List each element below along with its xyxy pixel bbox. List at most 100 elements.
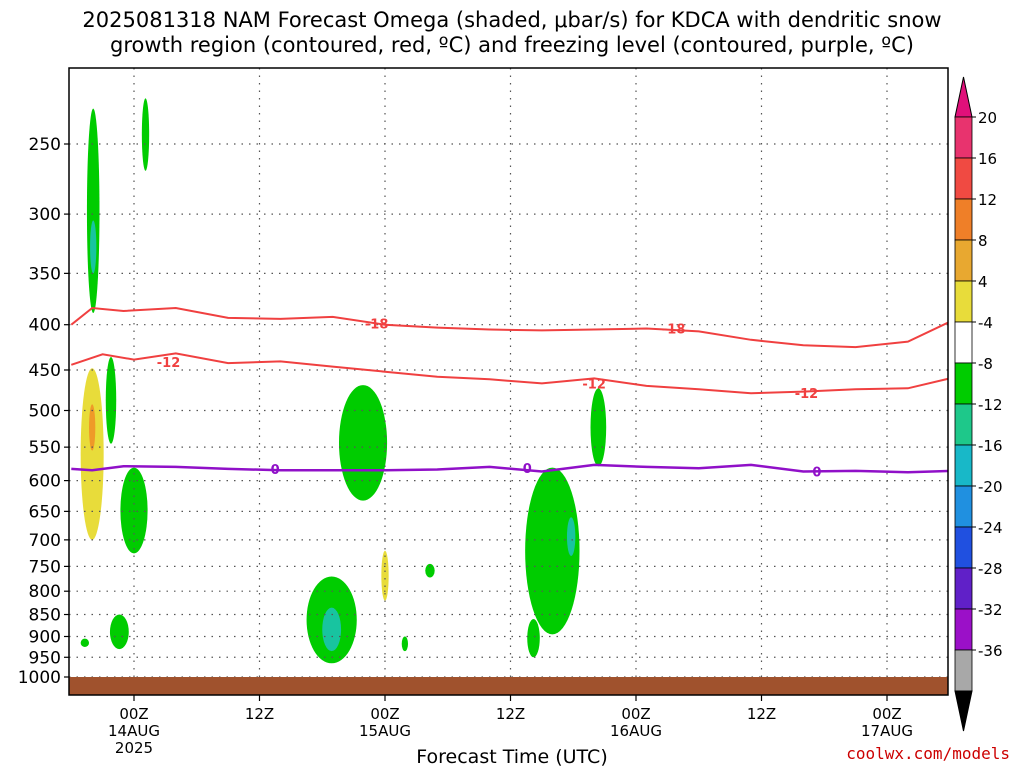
omega-region <box>109 614 129 650</box>
contour-labels: -18 -18 -12 -12 -12 0 0 0 <box>157 318 822 481</box>
y-tick-label: 900 <box>29 627 61 647</box>
y-tick-label: 700 <box>29 531 61 551</box>
colorbar-label: -24 <box>978 519 1003 537</box>
y-tick-label: 350 <box>29 264 61 284</box>
colorbar-swatch <box>954 608 973 651</box>
x-tick-label: 00Z <box>119 705 148 723</box>
omega-region <box>105 356 117 444</box>
colorbar-label: -28 <box>978 560 1003 578</box>
omega-region <box>527 619 540 658</box>
x-year-label: 2025 <box>115 739 153 757</box>
contour-minus18 <box>70 306 948 349</box>
colorbar-swatch <box>954 321 973 364</box>
colorbar-label: -8 <box>978 355 993 373</box>
omega-region <box>120 467 148 554</box>
colorbar-swatch <box>954 403 973 446</box>
chart-title-line-1: 2025081318 NAM Forecast Omega (shaded, μ… <box>82 8 942 32</box>
colorbar-label: 8 <box>978 232 988 250</box>
y-tick-label: 950 <box>29 648 61 668</box>
y-tick-label: 400 <box>29 316 61 336</box>
y-tick-label: 800 <box>29 582 61 602</box>
y-tick-label: 850 <box>29 606 61 626</box>
omega-region <box>590 388 607 467</box>
colorbar-label: 12 <box>978 191 997 209</box>
colorbar-label: -20 <box>978 478 1003 496</box>
x-tick-label: 00Z <box>621 705 650 723</box>
x-date-label: 14AUG <box>108 722 160 740</box>
y-tick-label: 650 <box>29 502 61 522</box>
omega-region <box>89 404 96 451</box>
contour-label: 0 <box>812 466 821 481</box>
colorbar-swatch <box>954 485 973 528</box>
omega-region <box>80 368 104 540</box>
x-tick-label: 00Z <box>370 705 399 723</box>
colorbar-label: 16 <box>978 150 997 168</box>
colorbar-legend: 20 16 12 8 4 -4 -8 -12 -16 -20 -24 -28 -32 -36 <box>954 76 1003 732</box>
y-tick-label: 300 <box>29 205 61 225</box>
x-date-label: 15AUG <box>359 722 411 740</box>
y-tick-label: 1000 <box>18 668 61 688</box>
chart-title-line-2: growth region (contoured, red, ºC) and f… <box>110 33 914 57</box>
omega-region <box>338 385 388 501</box>
contour-label: -18 <box>365 318 389 333</box>
contour-label: -12 <box>795 387 819 402</box>
x-tick-label: 00Z <box>872 705 901 723</box>
colorbar-label: -12 <box>978 396 1003 414</box>
contour-label: -12 <box>157 356 181 371</box>
x-tick-label: 12Z <box>245 705 274 723</box>
colorbar-swatch <box>954 280 973 323</box>
colorbar-label: 20 <box>978 109 997 127</box>
x-axis-title: Forecast Time (UTC) <box>416 746 608 768</box>
credit-link[interactable]: coolwx.com/models <box>846 744 1010 763</box>
colorbar-swatch <box>954 444 973 487</box>
x-tick-label: 12Z <box>747 705 776 723</box>
contour-label: -18 <box>662 323 686 338</box>
colorbar-swatch <box>954 239 973 282</box>
colorbar-swatch <box>954 567 973 610</box>
colorbar-label: -16 <box>978 437 1003 455</box>
omega-region <box>525 467 580 635</box>
colorbar-swatch <box>954 157 973 200</box>
omega-shading <box>80 98 607 664</box>
omega-region <box>86 108 100 313</box>
plot-area <box>69 68 948 695</box>
y-tick-label: 250 <box>29 135 61 155</box>
colorbar-label: -4 <box>978 314 993 332</box>
omega-region <box>566 517 576 557</box>
contour-label: 0 <box>271 463 280 478</box>
omega-region <box>90 220 97 274</box>
x-date-label: 16AUG <box>610 722 662 740</box>
colorbar-swatch <box>954 362 973 405</box>
y-axis: 2503003504004505005506006507007508008509… <box>18 135 69 688</box>
colorbar-upper-arrow <box>954 76 973 118</box>
contour-freezing-level <box>71 463 948 474</box>
omega-region <box>80 638 90 648</box>
y-tick-label: 450 <box>29 361 61 381</box>
omega-region <box>401 636 409 652</box>
omega-region <box>425 563 435 578</box>
y-tick-label: 750 <box>29 557 61 577</box>
colorbar-swatch <box>954 116 973 159</box>
contour-label: 0 <box>523 462 532 477</box>
y-tick-label: 550 <box>29 438 61 458</box>
x-tick-label: 12Z <box>496 705 525 723</box>
colorbar-label: -32 <box>978 601 1003 619</box>
omega-region <box>381 550 389 601</box>
x-date-label: 17AUG <box>861 722 913 740</box>
contour-label: -12 <box>582 377 606 392</box>
y-tick-label: 500 <box>29 402 61 422</box>
colorbar-lower-arrow <box>954 690 973 732</box>
colorbar-swatch <box>954 649 973 692</box>
colorbar-label: 4 <box>978 273 988 291</box>
contour-minus12 <box>70 352 948 395</box>
temperature-contours <box>70 306 948 474</box>
terrain-band <box>69 677 948 695</box>
colorbar-label: -36 <box>978 642 1003 660</box>
omega-region <box>322 607 342 652</box>
colorbar-swatch <box>954 198 973 241</box>
y-tick-label: 600 <box>29 472 61 492</box>
plot-frame <box>68 67 949 696</box>
colorbar-swatch <box>954 526 973 569</box>
